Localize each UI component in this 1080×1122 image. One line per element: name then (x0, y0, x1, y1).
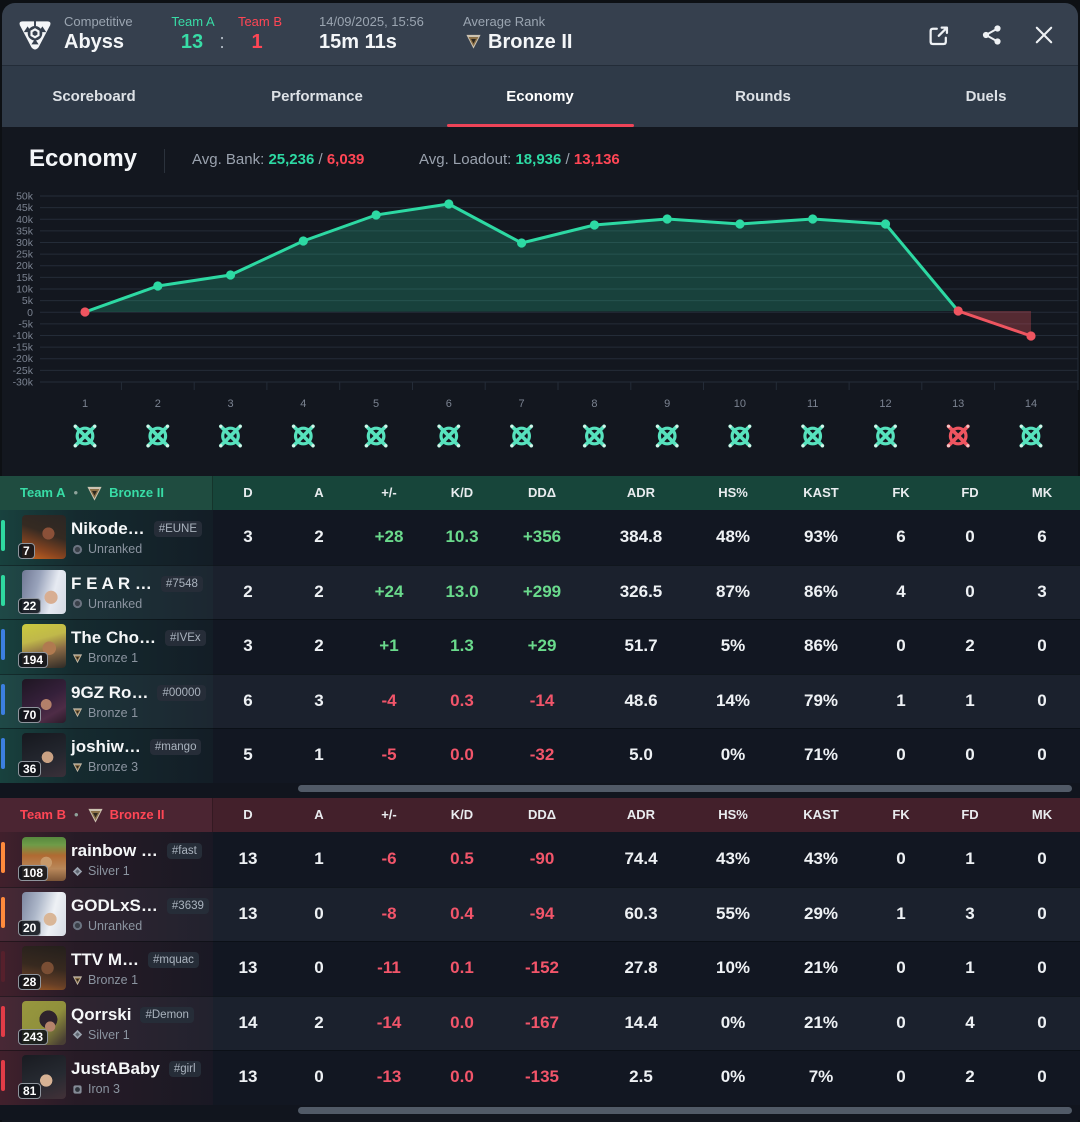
svg-text:1: 1 (82, 398, 88, 410)
svg-text:6: 6 (446, 398, 452, 410)
svg-text:-20k: -20k (13, 353, 34, 365)
svg-text:-25k: -25k (13, 365, 34, 377)
svg-text:20k: 20k (16, 260, 34, 272)
svg-text:8: 8 (591, 398, 597, 410)
svg-text:10: 10 (734, 398, 746, 410)
svg-text:5k: 5k (22, 295, 34, 307)
svg-text:15k: 15k (16, 272, 34, 284)
svg-text:14: 14 (1025, 398, 1037, 410)
svg-text:40k: 40k (16, 214, 34, 226)
svg-text:45k: 45k (16, 202, 34, 214)
svg-text:13: 13 (952, 398, 964, 410)
svg-text:35k: 35k (16, 225, 34, 237)
svg-text:-10k: -10k (13, 330, 34, 342)
svg-text:50k: 50k (16, 191, 34, 203)
svg-text:2: 2 (155, 398, 161, 410)
svg-text:12: 12 (879, 398, 891, 410)
svg-text:-5k: -5k (18, 318, 33, 330)
svg-text:-30k: -30k (13, 377, 34, 389)
svg-text:0: 0 (27, 307, 33, 319)
svg-text:4: 4 (300, 398, 306, 410)
svg-text:3: 3 (227, 398, 233, 410)
svg-text:25k: 25k (16, 249, 34, 261)
svg-text:30k: 30k (16, 237, 34, 249)
svg-text:9: 9 (664, 398, 670, 410)
svg-text:10k: 10k (16, 284, 34, 296)
svg-text:7: 7 (519, 398, 525, 410)
svg-text:5: 5 (373, 398, 379, 410)
svg-text:11: 11 (807, 398, 818, 410)
svg-text:-15k: -15k (13, 342, 34, 354)
